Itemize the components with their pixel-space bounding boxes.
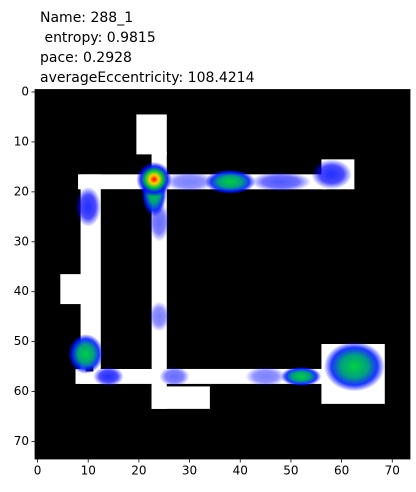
x-tick-label: 0	[34, 464, 42, 478]
x-tick-label: 70	[385, 464, 400, 478]
y-tick-label: 30	[14, 234, 29, 248]
x-tick-label: 30	[182, 464, 197, 478]
title-line: pace: 0.2928	[40, 50, 132, 66]
title-line: Name: 288_1	[40, 10, 133, 26]
x-tick-label: 50	[283, 464, 298, 478]
x-tick-label: 20	[131, 464, 146, 478]
y-tick-label: 0	[21, 84, 29, 98]
y-tick-label: 60	[14, 384, 29, 398]
y-tick-label: 50	[14, 334, 29, 348]
y-tick-label: 20	[14, 184, 29, 198]
heatmap-image	[35, 89, 410, 459]
x-tick-label: 40	[233, 464, 248, 478]
y-tick-label: 40	[14, 284, 29, 298]
x-tick-label: 10	[81, 464, 96, 478]
title-line: entropy: 0.9815	[40, 30, 156, 46]
y-tick-label: 70	[14, 434, 29, 448]
y-tick-label: 10	[14, 134, 29, 148]
x-tick-label: 60	[334, 464, 349, 478]
title-line: averageEccentricity: 108.4214	[40, 70, 255, 86]
axes-frame	[34, 89, 411, 460]
